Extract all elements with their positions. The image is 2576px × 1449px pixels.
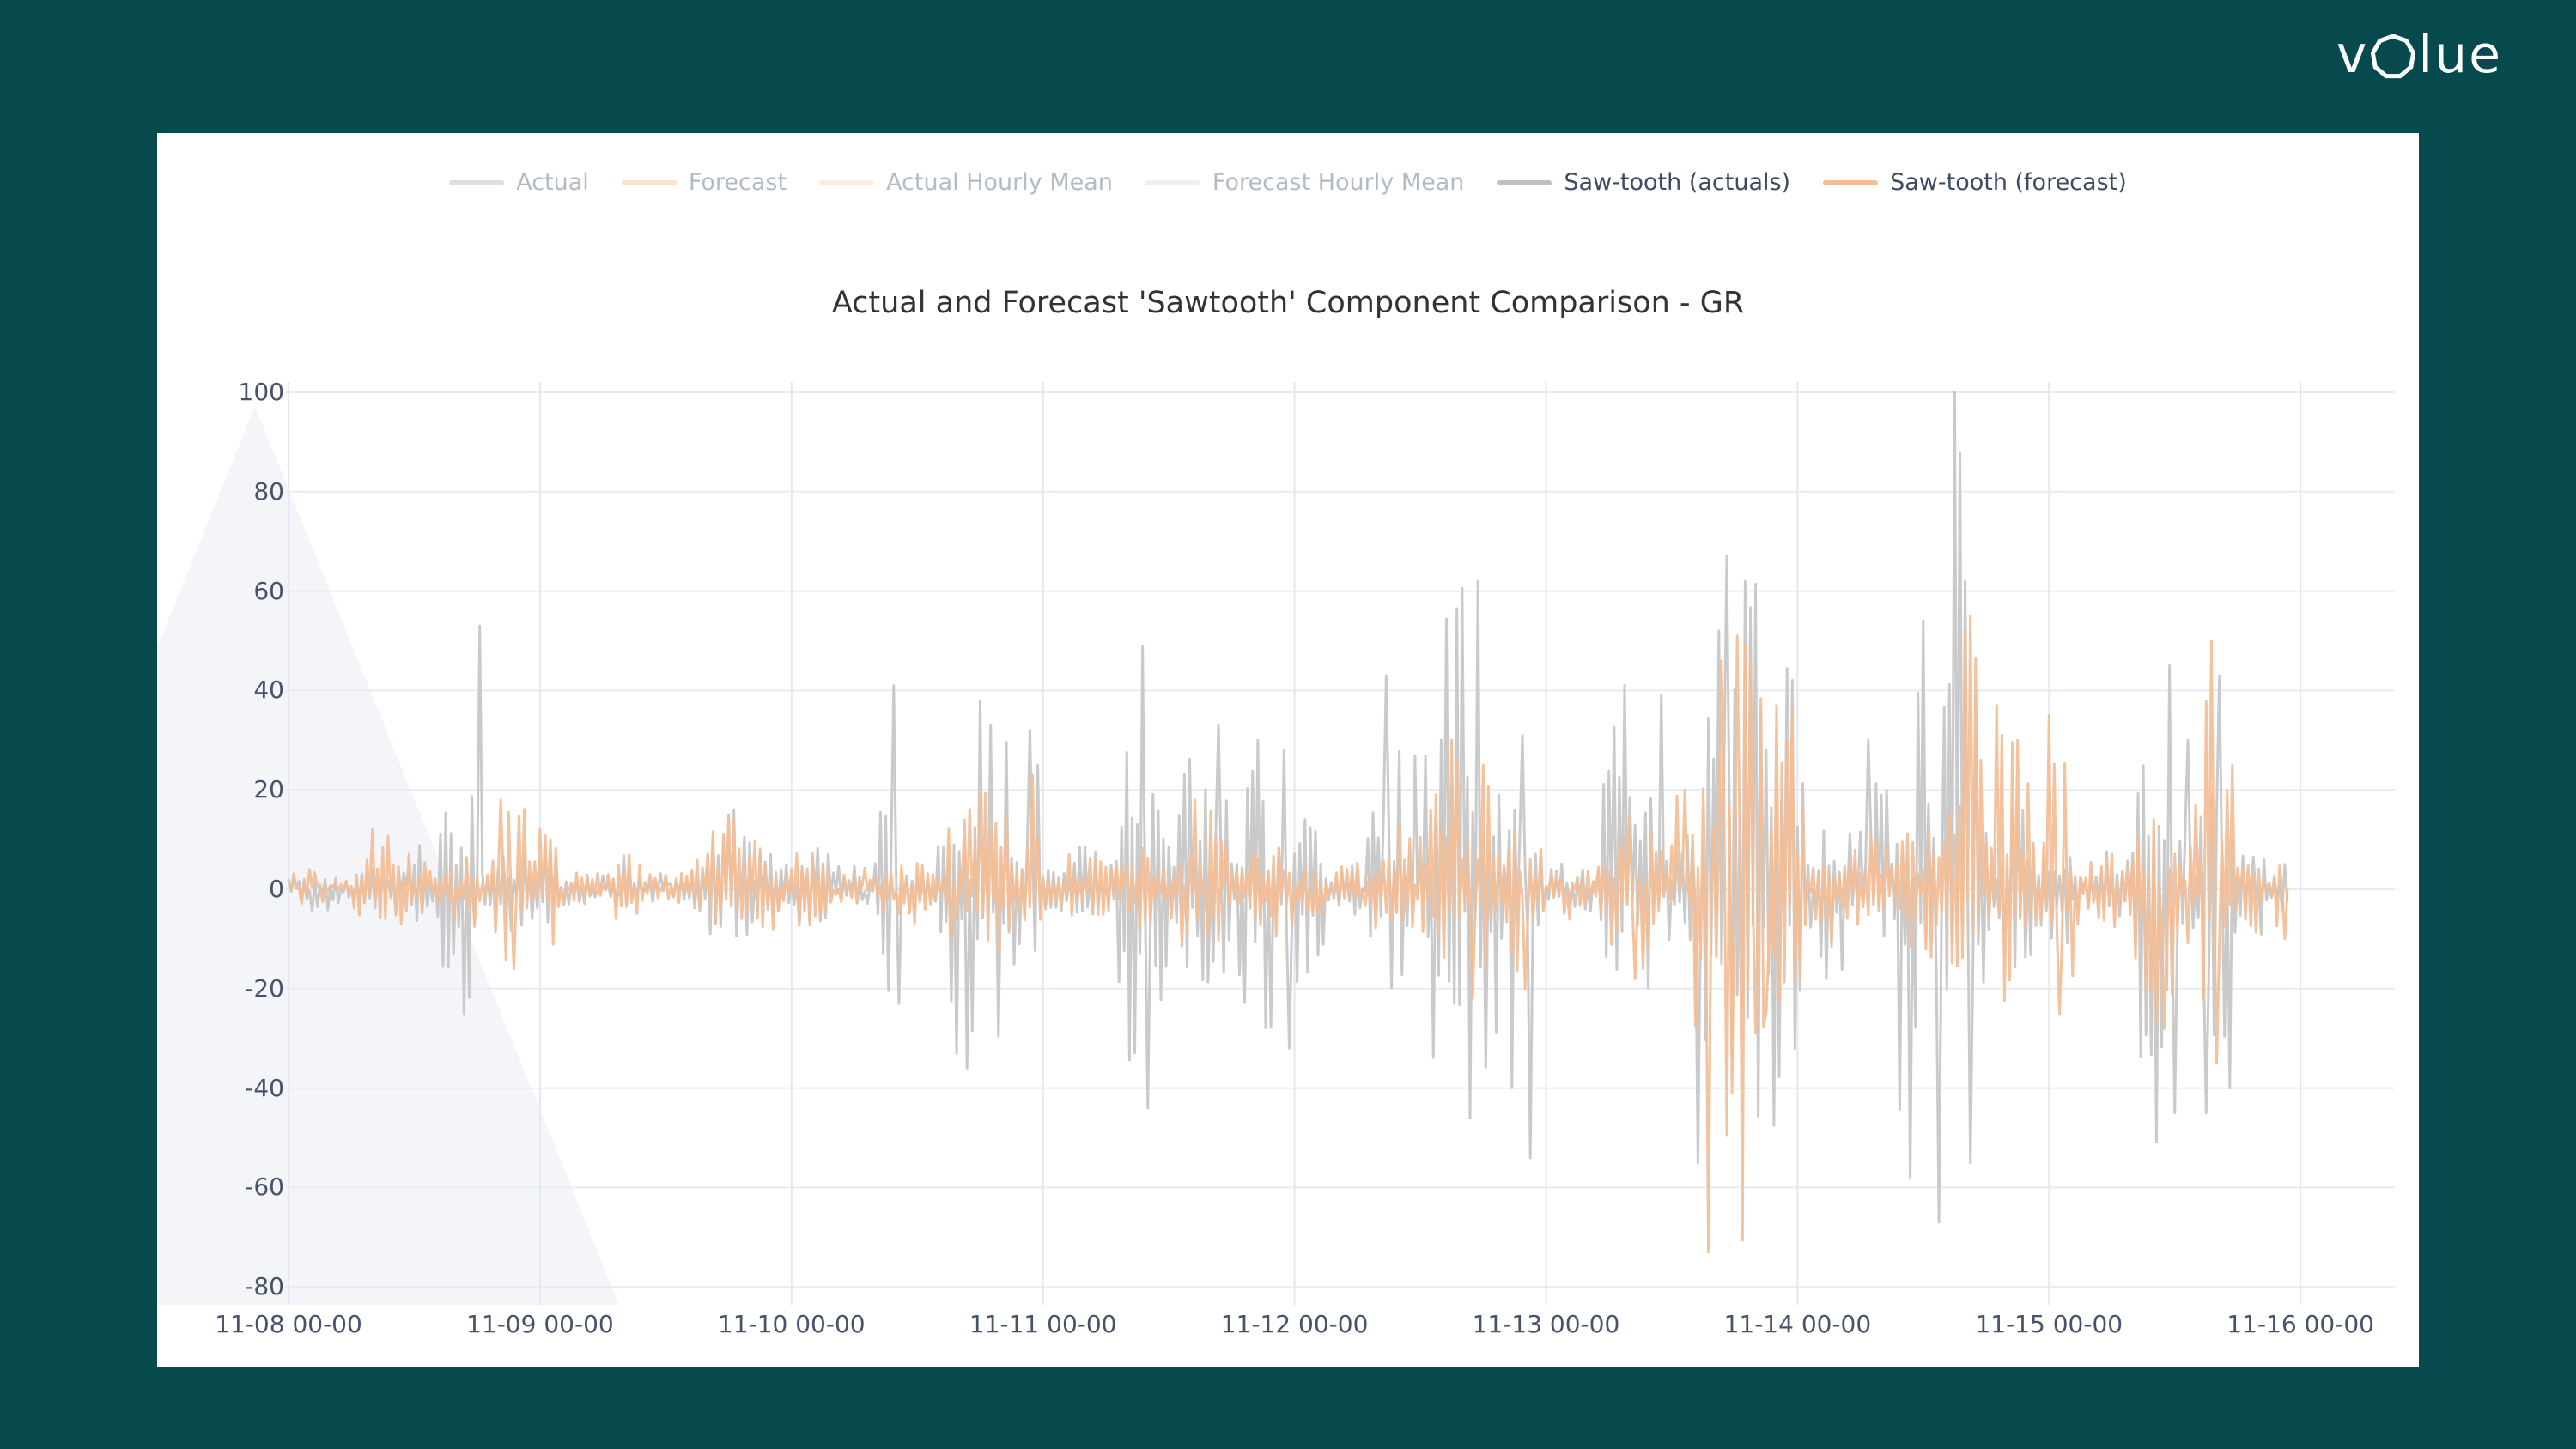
legend-item-label: Actual Hourly Mean — [886, 169, 1113, 196]
legend-line-swatch-icon — [621, 179, 677, 185]
legend-item-forecast-hourly-mean[interactable]: Forecast Hourly Mean — [1145, 169, 1465, 196]
y-tick-label: 40 — [253, 676, 284, 705]
saw-tooth-forecast--line — [287, 615, 2289, 1254]
x-tick-label: 11-09 00-00 — [466, 1310, 614, 1338]
legend-item-label: Actual — [516, 169, 589, 196]
chart-title: Actual and Forecast 'Sawtooth' Component… — [831, 286, 1745, 320]
y-tick-label: 0 — [269, 875, 284, 903]
volue-logo-text-right: lue — [2418, 25, 2502, 85]
y-tick-label: 60 — [253, 576, 284, 605]
x-tick-label: 11-14 00-00 — [1723, 1310, 1872, 1338]
y-tick-label: -40 — [245, 1073, 284, 1102]
plot-area[interactable] — [157, 133, 2419, 1367]
x-tick-label: 11-13 00-00 — [1472, 1310, 1620, 1338]
x-tick-label: 11-12 00-00 — [1220, 1310, 1369, 1338]
x-tick-label: 11-08 00-00 — [215, 1310, 362, 1338]
chart-card: Actual Forecast Actual Hourly Mean Forecast… — [157, 133, 2419, 1367]
y-tick-label: 100 — [238, 378, 284, 406]
y-tick-label: -20 — [245, 973, 284, 1003]
y-tick-label: 20 — [253, 775, 284, 804]
y-tick-label: -80 — [245, 1272, 284, 1301]
legend-item-saw-tooth-actuals-[interactable]: Saw-tooth (actuals) — [1497, 169, 1790, 196]
legend-item-label: Forecast — [688, 169, 787, 196]
legend-item-saw-tooth-forecast-[interactable]: Saw-tooth (forecast) — [1823, 169, 2127, 196]
legend-item-actual-hourly-mean[interactable]: Actual Hourly Mean — [819, 169, 1113, 196]
y-tick-label: 80 — [253, 476, 284, 506]
legend-item-label: Saw-tooth (forecast) — [1890, 169, 2127, 196]
chart-legend: Actual Forecast Actual Hourly Mean Forecast… — [157, 169, 2419, 196]
legend-item-actual[interactable]: Actual — [449, 169, 589, 196]
volue-logo-o-icon — [2371, 34, 2416, 79]
legend-line-swatch-icon — [819, 179, 875, 185]
x-tick-label: 11-11 00-00 — [969, 1310, 1117, 1338]
legend-item-forecast[interactable]: Forecast — [621, 169, 787, 196]
y-tick-label: -60 — [245, 1173, 284, 1202]
legend-line-swatch-icon — [1497, 179, 1552, 185]
saw-tooth-actuals--line — [287, 391, 2289, 1224]
legend-item-label: Forecast Hourly Mean — [1212, 169, 1465, 196]
x-tick-label: 11-15 00-00 — [1975, 1310, 2123, 1338]
legend-item-label: Saw-tooth (actuals) — [1564, 169, 1791, 196]
volue-logo-text-left: v — [2336, 25, 2369, 85]
x-tick-label: 11-10 00-00 — [717, 1310, 866, 1338]
volue-logo: v lue — [2336, 25, 2502, 85]
legend-line-swatch-icon — [1145, 179, 1200, 185]
legend-line-swatch-icon — [449, 179, 505, 185]
x-tick-label: 11-16 00-00 — [2227, 1310, 2374, 1338]
legend-line-swatch-icon — [1823, 179, 1879, 185]
